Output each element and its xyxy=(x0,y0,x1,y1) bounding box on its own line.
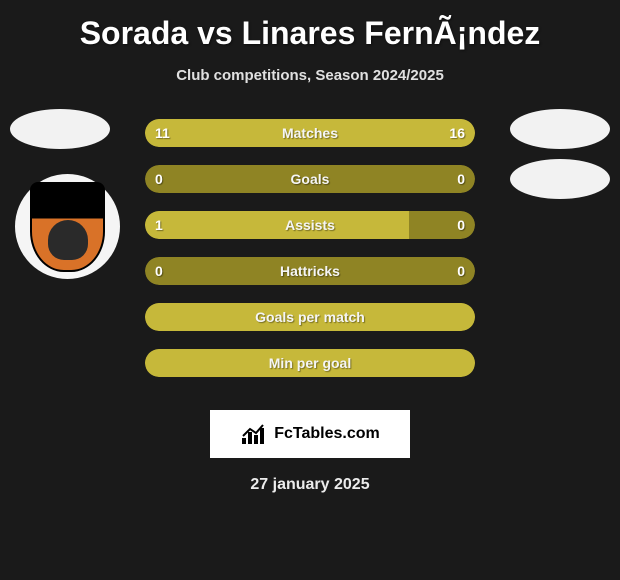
bar-label: Min per goal xyxy=(269,355,351,371)
player-right-avatar-2 xyxy=(510,159,610,199)
date-text: 27 january 2025 xyxy=(250,476,369,494)
stat-bar-assists: Assists 1 0 xyxy=(145,211,475,239)
bar-left-fill xyxy=(145,211,409,239)
bar-value-left: 0 xyxy=(155,171,163,187)
stats-area: Matches1116Goals00Assists10Hattricks00Go… xyxy=(0,119,620,395)
bar-label: Assists xyxy=(285,217,335,233)
attribution-text: FcTables.com xyxy=(274,425,380,443)
bar-value-left: 1 xyxy=(155,217,163,233)
stat-bar-hattricks: Hattricks 0 0 xyxy=(145,257,475,285)
bar-label: Goals per match xyxy=(255,309,365,325)
stat-bar-min-per-goal: Min per goal xyxy=(145,349,475,377)
player-left-avatar xyxy=(10,109,110,149)
bar-label: Hattricks xyxy=(280,263,340,279)
attribution-logo-icon xyxy=(240,422,270,446)
attribution-block: FcTables.com xyxy=(210,410,410,458)
club-badge-lion-icon xyxy=(48,220,88,260)
player-right-avatar-1 xyxy=(510,109,610,149)
bar-value-right: 0 xyxy=(457,263,465,279)
bar-label: Matches xyxy=(282,125,338,141)
club-badge-left xyxy=(15,174,120,279)
bar-value-right: 0 xyxy=(457,217,465,233)
bar-value-right: 0 xyxy=(457,171,465,187)
page-title: Sorada vs Linares FernÃ¡ndez xyxy=(80,15,541,52)
stat-bar-matches: Matches 11 16 xyxy=(145,119,475,147)
stat-bar-goals: Goals 0 0 xyxy=(145,165,475,193)
bar-value-left: 11 xyxy=(155,125,170,141)
bar-value-right: 16 xyxy=(449,125,465,141)
bar-value-left: 0 xyxy=(155,263,163,279)
stat-bar-goals-per-match: Goals per match xyxy=(145,303,475,331)
subtitle: Club competitions, Season 2024/2025 xyxy=(176,67,444,84)
club-badge-shield xyxy=(30,182,105,272)
bar-label: Goals xyxy=(291,171,330,187)
root-container: Sorada vs Linares FernÃ¡ndez Club compet… xyxy=(0,0,620,504)
